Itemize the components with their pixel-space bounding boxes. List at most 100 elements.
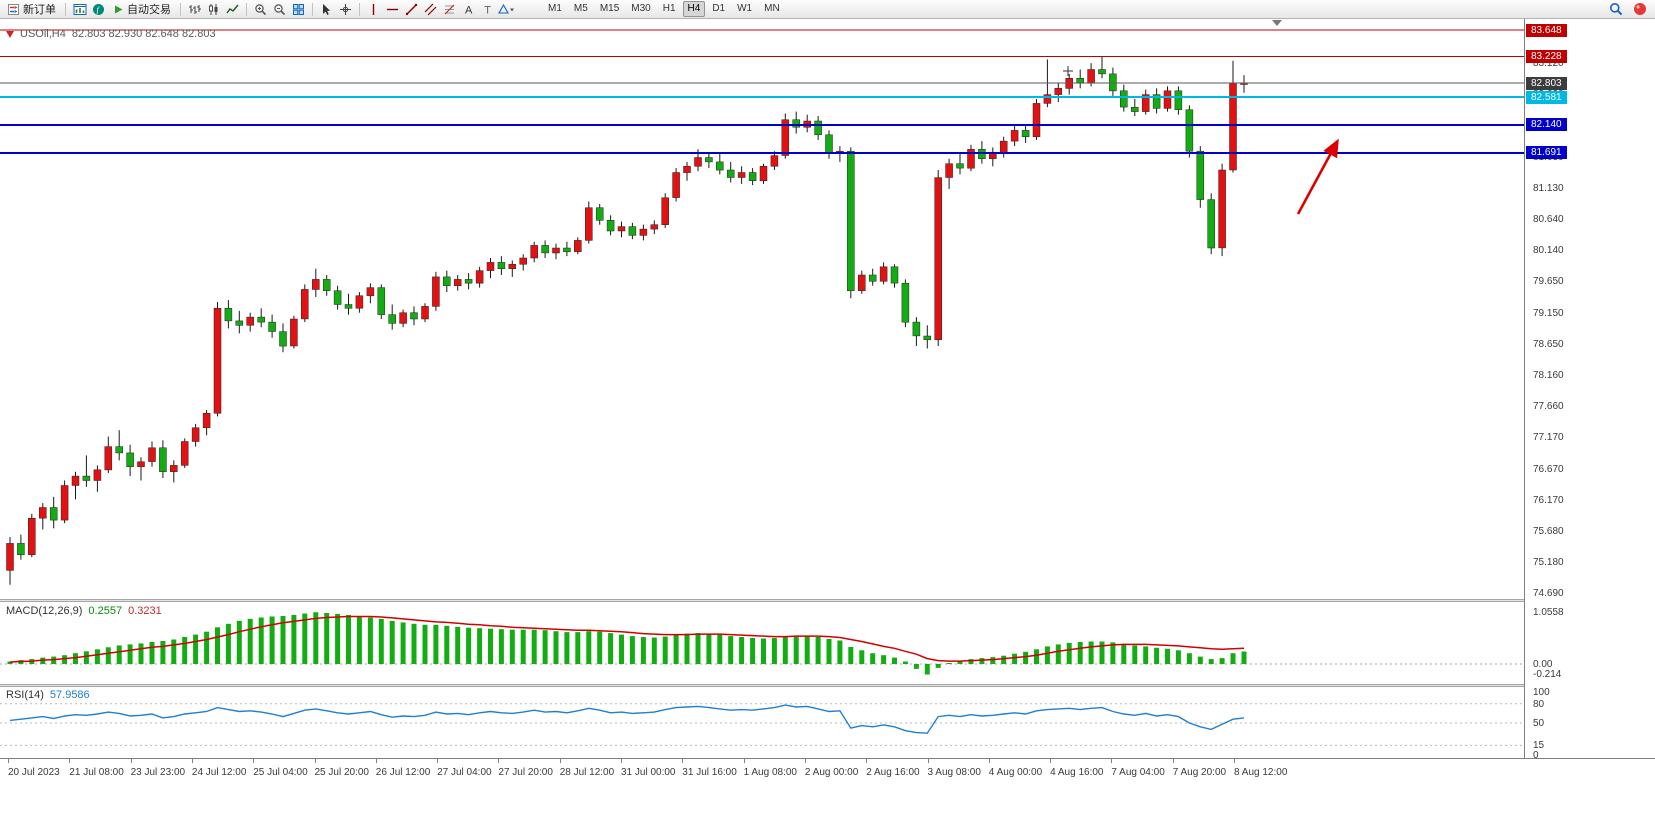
timeframe-m5-button[interactable]: M5 (573, 3, 588, 14)
time-axis-label: 20 Jul 2023 (8, 767, 60, 778)
cursor-button[interactable] (317, 1, 336, 17)
chart-symbol-period: USOil,H4 (20, 28, 66, 40)
tile-windows-icon (293, 3, 304, 15)
time-axis-label: 31 Jul 16:00 (682, 767, 737, 778)
timeframe-w1-button[interactable]: W1 (737, 3, 753, 14)
svg-text:A: A (465, 4, 473, 16)
rsi-axis-label: 50 (1533, 718, 1545, 729)
time-axis-label: 2 Aug 16:00 (866, 767, 920, 778)
time-tick (1050, 759, 1052, 763)
time-tick (253, 759, 255, 763)
shapes-button[interactable] (497, 1, 516, 17)
tile-windows-button[interactable] (289, 1, 308, 17)
price-level-badge: 83.228 (1526, 49, 1567, 63)
chart-ohlc-values: 82.803 82.930 82.648 82.803 (71, 28, 216, 40)
time-axis-label: 25 Jul 20:00 (314, 767, 370, 778)
panel-separator[interactable] (0, 684, 1655, 687)
rsi-axis-label: 100 (1533, 687, 1550, 698)
toolbar-separator (312, 2, 313, 16)
timeframe-m1-button[interactable]: M1 (548, 3, 562, 14)
crosshair-button[interactable] (336, 1, 355, 17)
timeframe-h1-button[interactable]: H1 (662, 3, 676, 14)
macd-main-value: 0.2557 (88, 605, 123, 617)
time-axis-label: 21 Jul 08:00 (69, 767, 124, 778)
zoom-out-button[interactable] (270, 1, 289, 17)
timeframe-m15-button[interactable]: M15 (599, 3, 620, 14)
time-tick (69, 759, 71, 763)
zoom-out-icon (274, 3, 286, 15)
timeframe-h4-button[interactable]: H4 (682, 1, 706, 17)
chart-window-button[interactable] (70, 1, 89, 17)
line-chart-button[interactable] (223, 1, 242, 17)
fibonacci-icon (444, 4, 455, 14)
text-button[interactable]: A (459, 1, 478, 17)
new-order-button[interactable]: 新订单 (2, 1, 61, 17)
notifications-icon (1633, 3, 1646, 15)
time-tick (1172, 759, 1174, 763)
price-axis-macd: 1.0558 0.00 -0.214 (1525, 602, 1655, 684)
price-level-badge: 82.140 (1526, 118, 1567, 132)
crosshair-icon (340, 3, 351, 15)
zoom-in-button[interactable] (251, 1, 270, 17)
time-tick (314, 759, 316, 763)
time-tick (130, 759, 132, 763)
timeframe-m30-button[interactable]: M30 (631, 3, 651, 14)
panel-separator[interactable] (0, 599, 1655, 602)
cursor-icon (323, 3, 331, 15)
time-axis-label: 7 Aug 04:00 (1111, 767, 1165, 778)
notifications-button[interactable] (1630, 1, 1649, 17)
indicators-button[interactable]: f (89, 1, 108, 17)
price-axis[interactable]: 83.12082.63082.14081.63081.13080.64080.1… (1524, 19, 1655, 761)
time-tick (743, 759, 745, 763)
macd-panel: MACD(12,26,9) 0.2557 0.3231 (0, 602, 1524, 684)
fibonacci-button[interactable] (440, 1, 459, 17)
trend-arrow-object (1296, 138, 1339, 215)
search-button[interactable] (1606, 1, 1625, 17)
rsi-canvas[interactable] (0, 687, 1524, 758)
time-axis-label: 24 Jul 12:00 (191, 767, 247, 778)
time-axis-label: 1 Aug 08:00 (743, 767, 797, 778)
time-tick (804, 759, 806, 763)
vertical-line-button[interactable] (364, 1, 383, 17)
timeframe-d1-button[interactable]: D1 (712, 3, 726, 14)
time-tick (988, 759, 990, 763)
new-order-icon (8, 3, 19, 15)
time-tick (682, 759, 684, 763)
macd-canvas[interactable] (0, 602, 1524, 684)
time-axis-label: 7 Aug 20:00 (1172, 767, 1227, 778)
indicators-icon: f (93, 3, 104, 15)
chart-shift-marker (1272, 20, 1282, 26)
bar-chart-button[interactable] (185, 1, 204, 17)
timeframe-mn-button[interactable]: MN (764, 3, 780, 14)
candlestick-button[interactable] (204, 1, 223, 17)
macd-name: MACD(12,26,9) (6, 605, 83, 617)
time-axis[interactable]: 20 Jul 2023 21 Jul 08:00 23 Jul 23:00 24 Ju… (0, 758, 1655, 784)
main-chart-canvas[interactable] (0, 19, 1524, 599)
timeframe-group: M1 M5 M15 M30 H1 H4 D1 W1 MN (542, 1, 786, 17)
rsi-title: RSI(14) 57.9586 (6, 689, 90, 701)
time-axis-label: 4 Aug 00:00 (988, 767, 1043, 778)
macd-axis-label: 0.00 (1533, 659, 1553, 670)
time-axis-label: 27 Jul 20:00 (498, 767, 553, 778)
toolbar-separator (65, 2, 66, 16)
horizontal-line-button[interactable] (383, 1, 402, 17)
channel-button[interactable] (421, 1, 440, 17)
price-axis-label: 79.150 (1533, 307, 1564, 319)
trendline-icon (405, 3, 418, 15)
new-order-label: 新订单 (23, 4, 56, 16)
macd-signal-value: 0.3231 (128, 605, 162, 617)
horizontal-line-icon (387, 8, 398, 10)
main-price-panel: USOil,H4 82.803 82.930 82.648 82.803 (0, 19, 1524, 599)
time-axis-label: 3 Aug 08:00 (927, 767, 981, 778)
svg-text:f: f (97, 5, 101, 14)
time-axis-label: 23 Jul 23:00 (130, 767, 186, 778)
one-click-trading-icon[interactable] (6, 30, 14, 38)
label-button[interactable]: T (478, 1, 497, 17)
price-axis-label: 77.660 (1533, 401, 1564, 413)
price-axis-label: 76.670 (1533, 463, 1564, 475)
main-toolbar: 新订单 f 自动交易 A T M1 M5 M15 M30 H1 H4 D1 W1 MN (0, 0, 1655, 19)
rsi-panel: RSI(14) 57.9586 (0, 687, 1524, 758)
autotrading-button[interactable]: 自动交易 (108, 1, 176, 17)
trendline-button[interactable] (402, 1, 421, 17)
